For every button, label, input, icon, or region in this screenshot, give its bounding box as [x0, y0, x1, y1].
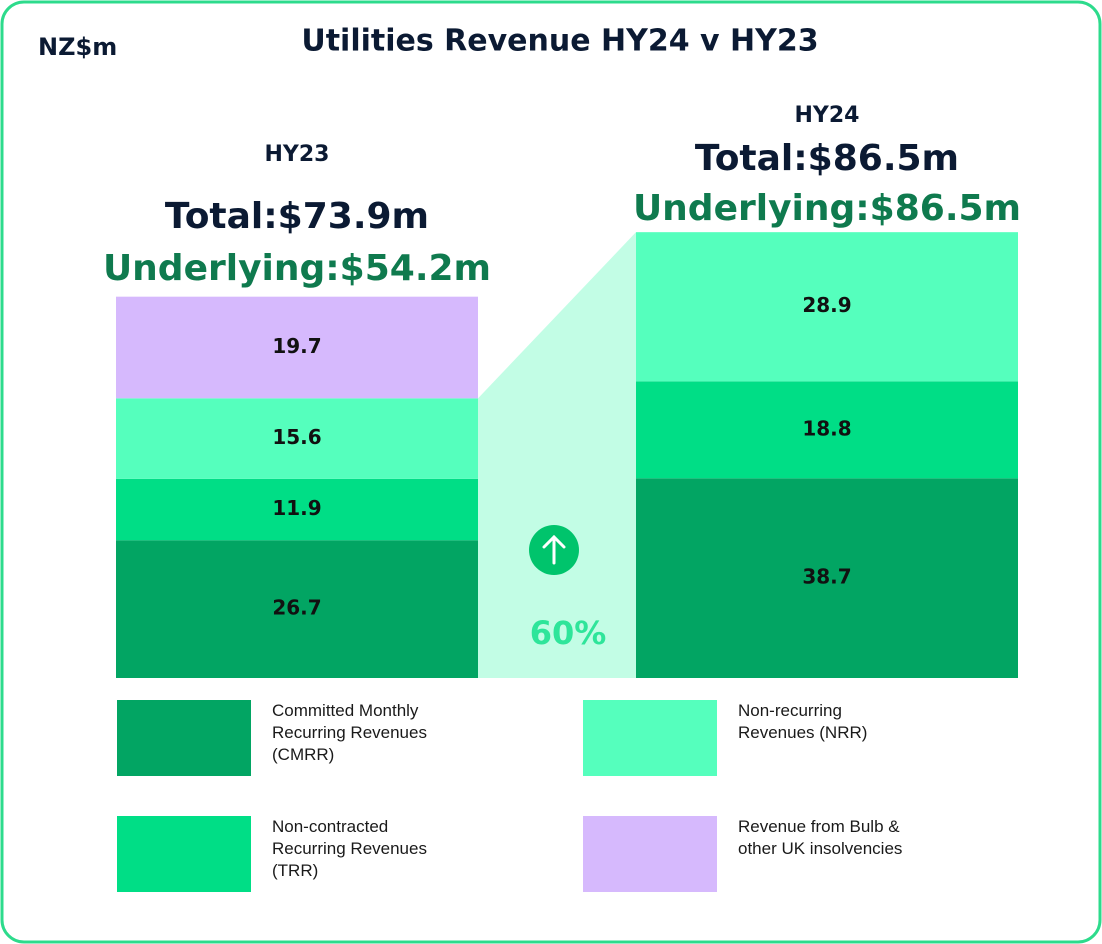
category-label: HY23 — [265, 142, 330, 167]
underlying-label: Underlying:$54.2m — [103, 248, 491, 289]
chart-title: Utilities Revenue HY24 v HY23 — [301, 24, 818, 59]
legend-label: Revenue from Bulb & other UK insolvencie… — [738, 817, 903, 859]
data-label: 11.9 — [272, 496, 321, 520]
legend-label: Non-recurring Revenues (NRR) — [738, 701, 868, 743]
data-label: 26.7 — [272, 596, 321, 620]
bridge — [478, 232, 636, 678]
legend-label: Non-contracted Recurring Revenues (TRR) — [272, 817, 427, 881]
category-label: HY24 — [795, 103, 860, 128]
data-label: 28.9 — [802, 293, 851, 317]
data-label: 15.6 — [272, 425, 321, 449]
underlying-label: Underlying:$86.5m — [633, 188, 1021, 229]
bar-segment — [116, 540, 478, 678]
legend-label: Committed Monthly Recurring Revenues (CM… — [272, 701, 427, 765]
unit-label: NZ$m — [38, 33, 117, 61]
total-label: Total:$73.9m — [165, 196, 429, 237]
bar-segment — [636, 232, 1018, 382]
arrow-icon — [542, 534, 566, 565]
legend-swatch — [117, 700, 251, 776]
legend-swatch — [583, 816, 717, 892]
legend-swatch — [583, 700, 717, 776]
bar-segment — [116, 478, 478, 541]
data-label: 18.8 — [802, 416, 851, 440]
data-label: 19.7 — [272, 334, 321, 358]
data-label: 38.7 — [802, 565, 851, 589]
bar-segment — [636, 381, 1018, 479]
bar-segment — [116, 296, 478, 399]
total-label: Total:$86.5m — [695, 138, 959, 179]
legend-swatch — [117, 816, 251, 892]
annotation: 60% — [530, 614, 607, 652]
bar-segment — [116, 398, 478, 479]
bar-segment — [636, 478, 1018, 678]
